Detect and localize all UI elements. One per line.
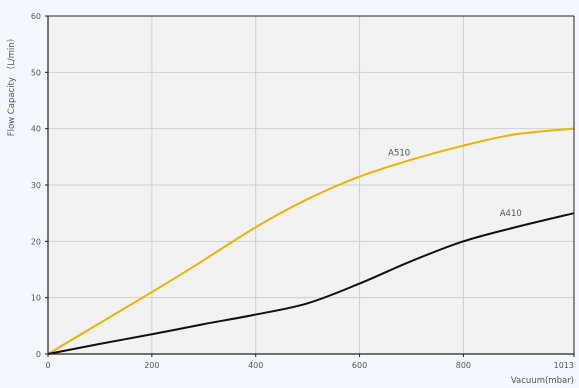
series-label: A410 [500,209,522,219]
y-tick-label: 30 [31,181,41,190]
tick-labels: 0 200 400 600 800 1013 0 10 20 30 40 50 60 [31,12,575,370]
series-layer [47,127,575,355]
x-tick-label: 600 [352,361,367,370]
x-tick-label: 0 [45,361,50,370]
series-label: A510 [388,149,410,159]
x-tick-label: 400 [248,361,263,370]
series-line-a410 [47,212,575,355]
series-line-a510 [47,127,575,355]
y-tick-label: 50 [31,68,41,77]
y-tick-label: 20 [31,237,41,246]
series-annotations: A510 A410 [388,149,522,219]
y-axis-label: Flow Capacity （L/min） [6,34,17,137]
x-tick-label: 200 [144,361,159,370]
x-axis-label: Vacuum(mbar) [511,376,574,386]
y-tick-label: 40 [31,125,41,134]
y-tick-label: 10 [31,294,41,303]
x-tick-label: 1013 [554,361,574,370]
y-tick-label: 0 [36,350,41,359]
x-tick-label: 800 [456,361,471,370]
y-tick-label: 60 [31,12,41,21]
